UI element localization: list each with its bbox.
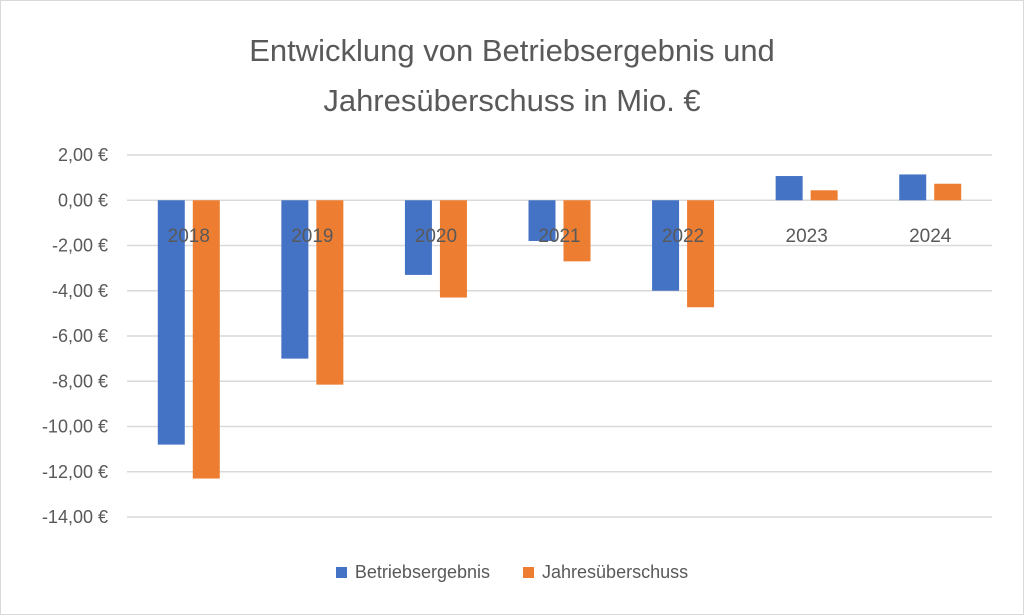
y-tick-label: 2,00 € [58,145,108,165]
bar-jahresüberschuss-2020 [439,200,467,298]
legend-swatch [523,567,535,578]
bar-betriebsergebnis-2023 [775,176,803,201]
bar-jahresüberschuss-2018 [192,200,220,479]
legend-swatch [335,567,347,578]
x-category-label: 2022 [662,226,704,247]
bar-betriebsergebnis-2018 [157,200,185,445]
legend-label: Jahresüberschuss [542,562,689,582]
bar-jahresüberschuss-2023 [810,190,838,201]
bar-jahresüberschuss-2019 [316,200,344,385]
bar-betriebsergebnis-2024 [899,174,927,201]
x-category-label: 2021 [538,226,580,247]
x-category-label: 2023 [786,226,828,247]
legend-item-jahresueberschuss: Jahresüberschuss [523,562,688,583]
y-tick-label: -6,00 € [52,326,108,346]
x-category-label: 2020 [415,226,457,247]
y-tick-label: 0,00 € [58,190,108,210]
bar-betriebsergebnis-2021 [528,200,556,241]
x-category-label: 2018 [168,226,210,247]
y-tick-label: -2,00 € [52,236,108,256]
bar-jahresüberschuss-2024 [934,183,962,201]
chart-title: Entwicklung von Betriebsergebnis und Jah… [0,26,1024,126]
x-category-label: 2019 [291,226,333,247]
chart-title-line-2: Jahresüberschuss in Mio. € [323,83,701,118]
legend-label: Betriebsergebnis [354,562,490,582]
legend-item-betriebsergebnis: Betriebsergebnis [335,562,490,583]
y-tick-label: -8,00 € [52,371,108,391]
bar-jahresüberschuss-2022 [687,200,715,308]
y-tick-label: -12,00 € [42,462,108,482]
x-category-label: 2024 [909,226,952,247]
y-tick-label: -10,00 € [42,417,108,437]
y-tick-label: -4,00 € [52,281,108,301]
legend: Betriebsergebnis Jahresüberschuss [0,562,1024,583]
chart-title-line-1: Entwicklung von Betriebsergebnis und [249,33,775,68]
bar-jahresüberschuss-2021 [563,200,591,262]
bar-betriebsergebnis-2019 [281,200,309,359]
bar-betriebsergebnis-2020 [404,200,432,275]
y-tick-label: -14,00 € [42,507,108,527]
bar-betriebsergebnis-2022 [652,200,680,291]
